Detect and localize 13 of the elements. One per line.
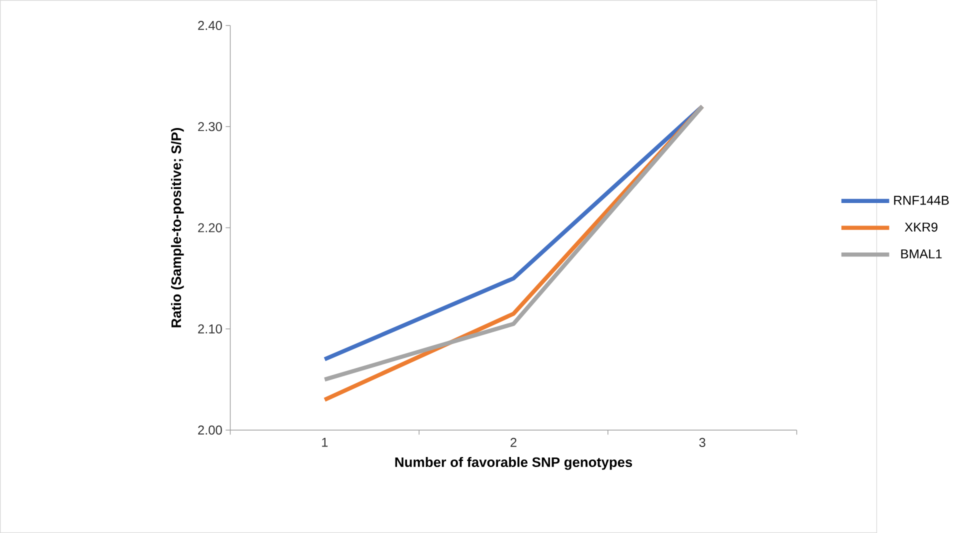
legend-label: BMAL1 <box>901 249 942 258</box>
y-tick-label: 2.40 <box>198 20 222 30</box>
y-tick-label: 2.10 <box>198 324 222 334</box>
y-tick-label: 2.20 <box>198 223 222 232</box>
y-axis-title: Ratio (Sample-to-positive; S/P) <box>171 128 184 328</box>
y-tick-label: 2.30 <box>198 122 222 132</box>
x-tick-label: 3 <box>699 438 706 447</box>
x-axis-title: Number of favorable SNP genotypes <box>395 456 632 470</box>
legend-label: XKR9 <box>904 222 938 232</box>
legend-label: RNF144B <box>894 196 949 205</box>
y-tick-label: 2.00 <box>198 425 222 435</box>
x-tick-label: 2 <box>510 438 516 447</box>
x-tick-label: 1 <box>322 438 328 447</box>
